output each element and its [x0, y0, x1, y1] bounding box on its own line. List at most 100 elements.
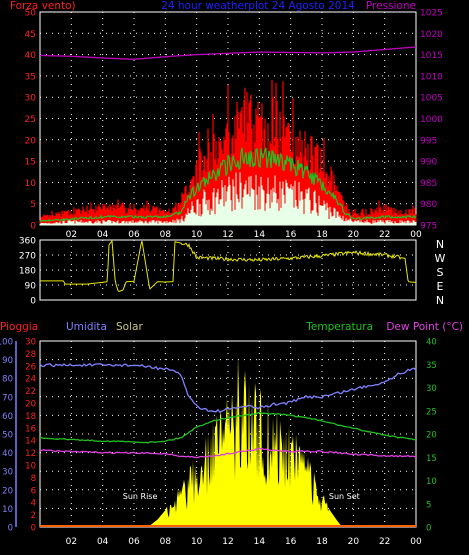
time-tick-label: 06 [128, 230, 140, 240]
time-tick-label: 08 [160, 537, 172, 547]
humidity-tick-label: 20 [2, 486, 13, 496]
weather-panel: 0102030405060708090100 02468101214161820… [0, 338, 437, 548]
wind-average-series [39, 147, 417, 222]
weather-time-axis: 02 04 06 08 10 12 14 16 18 20 22 00 [66, 537, 422, 547]
direction-tick-label: 0 [30, 297, 36, 307]
rain-tick-label: 22 [25, 387, 36, 397]
time-tick-label: 22 [379, 230, 390, 240]
pressure-tick-label: 1010 [420, 72, 443, 82]
wind-series [39, 46, 417, 225]
rain-tick-label: 12 [25, 449, 36, 459]
wind-speed-tick-label: 35 [25, 72, 36, 82]
temperature-axis: 0 5 10 15 20 25 30 35 40 [426, 338, 437, 534]
rain-tick-label: 6 [31, 486, 36, 496]
humidity-tick-label: 70 [2, 393, 13, 403]
temperature-tick-label: 30 [426, 384, 437, 394]
direction-tick-label: 360 [19, 237, 36, 247]
pressure-tick-label: 975 [420, 222, 437, 232]
time-tick-label: 04 [97, 537, 109, 547]
humidity-tick-label: 10 [2, 505, 13, 515]
wind-speed-tick-label: 20 [25, 136, 37, 146]
pressure-axis-title: Pressione [366, 0, 416, 12]
rain-tick-label: 20 [25, 400, 36, 410]
humidity-tick-label: 90 [2, 356, 13, 366]
temperature-tick-label: 40 [426, 338, 437, 348]
humidity-axis-title: Umidita [66, 321, 107, 333]
rain-tick-label: 10 [25, 462, 36, 472]
humidity-tick-label: 40 [2, 449, 13, 459]
pressure-tick-label: 995 [420, 136, 437, 146]
time-tick-label: 18 [316, 537, 328, 547]
weather-grid [40, 341, 416, 527]
wind-direction-axis: 0 90 180 270 360 [19, 237, 36, 307]
time-tick-label: 10 [191, 537, 203, 547]
sunset-label: Sun Set [329, 492, 360, 501]
sunrise-label: Sun Rise [123, 492, 158, 501]
temperature-tick-label: 10 [426, 477, 437, 487]
compass-label: N [436, 294, 444, 307]
rain-axis-title: Pioggia [0, 321, 38, 333]
compass-label: N [436, 238, 444, 251]
wind-speed-tick-label: 50 [25, 9, 37, 19]
rain-tick-label: 2 [31, 511, 36, 521]
time-tick-label: 12 [222, 230, 233, 240]
temperature-axis-title: Temperatura [305, 321, 373, 333]
time-tick-label: 04 [97, 230, 109, 240]
pressure-series [39, 46, 417, 60]
pressure-tick-label: 1015 [420, 51, 443, 61]
rain-tick-label: 30 [25, 338, 36, 348]
temperature-tick-label: 25 [426, 407, 437, 417]
temperature-tick-label: 5 [426, 500, 431, 510]
rain-tick-label: 18 [25, 412, 36, 422]
direction-tick-label: 90 [25, 282, 37, 292]
solar-series [148, 355, 343, 527]
rain-tick-label: 14 [25, 437, 36, 447]
rain-tick-label: 4 [31, 499, 36, 509]
wind-speed-series [39, 172, 417, 225]
direction-tick-label: 270 [19, 252, 36, 262]
wind-axis-title: Forza vento) [10, 0, 76, 12]
time-tick-label: 02 [66, 230, 77, 240]
time-tick-label: 22 [379, 537, 390, 547]
humidity-tick-label: 0 [8, 524, 13, 534]
time-tick-label: 06 [128, 537, 140, 547]
pressure-tick-label: 1020 [420, 30, 443, 40]
wind-speed-tick-label: 25 [25, 115, 36, 125]
time-tick-label: 16 [285, 537, 297, 547]
wind-speed-tick-label: 15 [25, 158, 36, 168]
time-tick-label: 20 [348, 230, 360, 240]
pressure-tick-label: 980 [420, 200, 437, 210]
wind-speed-tick-label: 10 [25, 179, 37, 189]
pressure-tick-label: 990 [420, 158, 437, 168]
time-tick-label: 14 [254, 537, 266, 547]
time-tick-label: 00 [410, 537, 422, 547]
time-tick-label: 20 [348, 537, 360, 547]
wind-direction-series [40, 239, 417, 292]
compass-label: W [435, 252, 446, 265]
pressure-tick-label: 1005 [420, 94, 443, 104]
wind-time-axis: 02 04 06 08 10 12 14 16 18 20 22 00 [66, 230, 422, 240]
pressure-axis: 975 980 985 990 995 1000 1005 1010 1015 1020 1025 [420, 9, 443, 232]
solar-axis-title: Solar [116, 321, 143, 333]
time-tick-label: 08 [160, 230, 172, 240]
rain-tick-label: 16 [25, 424, 36, 434]
wind-speed-tick-label: 0 [30, 222, 36, 232]
direction-tick-label: 180 [19, 267, 36, 277]
pressure-tick-label: 1025 [420, 9, 443, 19]
pressure-tick-label: 985 [420, 179, 437, 189]
pressure-tick-label: 1000 [420, 115, 443, 125]
time-tick-label: 00 [410, 230, 422, 240]
humidity-tick-label: 80 [2, 375, 13, 385]
time-tick-label: 12 [222, 537, 233, 547]
wind-direction-grid [40, 240, 416, 300]
rain-tick-label: 26 [25, 362, 36, 372]
rain-tick-label: 0 [31, 524, 36, 534]
chart-title: 24 hour weatherplot 24 Agosto 2014 [161, 0, 355, 12]
time-tick-label: 02 [66, 537, 77, 547]
wind-direction-series [40, 239, 417, 292]
rain-tick-label: 24 [25, 375, 36, 385]
